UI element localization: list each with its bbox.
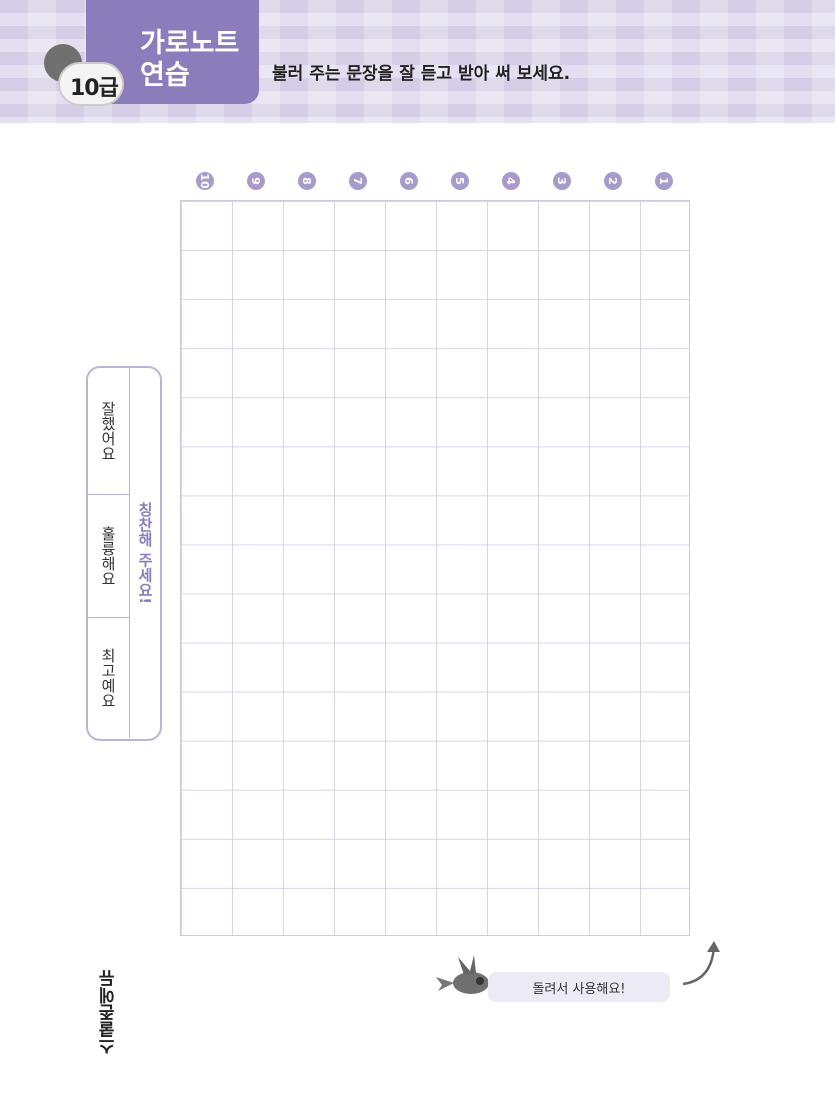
page-title: 가로노트 연습 <box>140 28 239 92</box>
level-badge: 10급 <box>70 76 119 101</box>
praise-item[interactable]: 훌륭해요 <box>88 494 130 618</box>
column-number: 7 <box>349 172 367 190</box>
publisher-logo: 스쿨존에듀 <box>99 970 119 1055</box>
column-number: 6 <box>400 172 418 190</box>
column-number: 4 <box>502 172 520 190</box>
column-number: 2 <box>604 172 622 190</box>
praise-item[interactable]: 잘했어요 <box>88 368 130 494</box>
column-number: 10 <box>196 172 214 190</box>
title-line2: 연습 <box>140 60 190 91</box>
instruction: 불러 주는 문장을 잘 듣고 받아 써 보세요. <box>272 64 571 84</box>
praise-title: 칭찬해 주세요! <box>130 368 161 739</box>
praise-label: 훌륭해요 <box>99 526 117 586</box>
title-line1: 가로노트 <box>140 28 240 59</box>
bird-icon <box>436 955 489 994</box>
writing-grid[interactable] <box>180 200 690 936</box>
praise-item[interactable]: 최고예요 <box>88 618 130 738</box>
arrow-up-icon <box>682 941 720 986</box>
column-number: 8 <box>298 172 316 190</box>
cloud-icon <box>60 64 122 104</box>
column-number: 3 <box>553 172 571 190</box>
praise-label: 잘했어요 <box>99 401 117 461</box>
praise-title-text: 칭찬해 주세요! <box>136 502 154 605</box>
column-number: 5 <box>451 172 469 190</box>
column-number: 1 <box>655 172 673 190</box>
praise-label: 최고예요 <box>99 648 117 708</box>
rotate-hint-bubble: 돌려서 사용해요! <box>488 972 670 1002</box>
praise-box: 잘했어요 훌륭해요 최고예요 칭찬해 주세요! <box>86 366 162 741</box>
column-number: 9 <box>247 172 265 190</box>
